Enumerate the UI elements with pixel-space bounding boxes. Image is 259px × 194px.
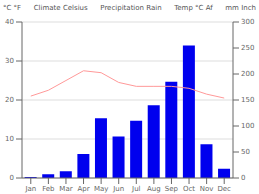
svg-text:Aug: Aug — [147, 185, 161, 193]
svg-text:Dec: Dec — [217, 185, 231, 193]
html-text:Precipitation Rain: Precipitation Rain — [100, 4, 162, 12]
svg-text:0: 0 — [10, 174, 14, 182]
html-text:Temp °C Af: Temp °C Af — [174, 4, 213, 12]
svg-text:Sep: Sep — [165, 185, 179, 193]
svg-text:Jun: Jun — [112, 185, 124, 193]
svg-text:May: May — [94, 185, 108, 193]
svg-text:Feb: Feb — [42, 185, 55, 193]
svg-text:10: 10 — [5, 135, 14, 143]
html-text:mm Inch: mm Inch — [225, 4, 256, 12]
svg-text:Jul: Jul — [131, 185, 141, 193]
svg-text:50: 50 — [241, 148, 250, 156]
svg-text:Mar: Mar — [59, 185, 72, 193]
svg-text:250: 250 — [241, 44, 254, 52]
svg-text:150: 150 — [241, 96, 254, 104]
svg-text:Apr: Apr — [77, 185, 89, 193]
svg-text:30: 30 — [5, 57, 14, 65]
svg-text:100: 100 — [241, 122, 254, 130]
svg-text:0: 0 — [241, 174, 245, 182]
svg-text:20: 20 — [5, 96, 14, 104]
svg-text:200: 200 — [241, 70, 254, 78]
svg-text:Nov: Nov — [200, 185, 214, 193]
svg-text:300: 300 — [241, 18, 254, 26]
svg-text:Jan: Jan — [24, 185, 36, 193]
svg-text:Oct: Oct — [183, 185, 195, 193]
html-text:Climate Celsius: Climate Celsius — [33, 4, 88, 12]
svg-text:40: 40 — [5, 18, 14, 26]
html-text:°C °F: °C °F — [3, 4, 22, 12]
